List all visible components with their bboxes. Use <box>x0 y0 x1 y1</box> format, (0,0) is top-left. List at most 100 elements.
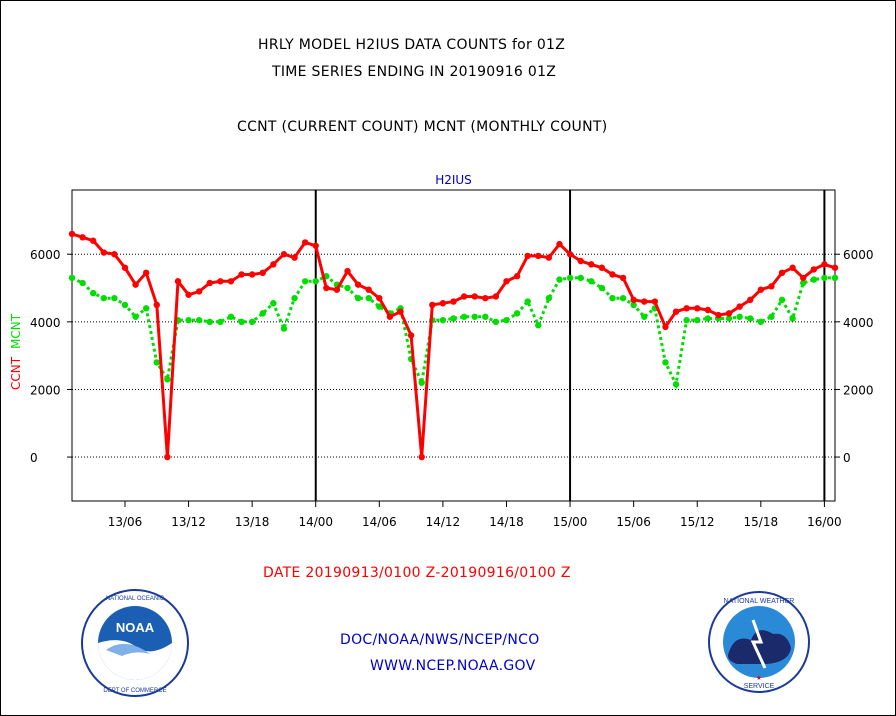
data-point-mcnt <box>111 294 118 302</box>
data-point-ccnt <box>354 281 362 288</box>
y-tick-label-left: 4000 <box>30 316 61 330</box>
plot-area-border <box>71 189 836 502</box>
data-point-ccnt <box>238 271 245 278</box>
data-point-mcnt <box>68 274 76 282</box>
data-point-ccnt <box>153 301 160 309</box>
data-point-ccnt <box>789 264 796 271</box>
data-point-mcnt <box>291 294 298 302</box>
data-point-mcnt <box>725 315 733 322</box>
x-tick-label: 14/06 <box>362 515 397 529</box>
data-point-mcnt <box>630 301 637 309</box>
title-line-2: TIME SERIES ENDING IN 20190916 01Z <box>272 64 557 80</box>
data-point-ccnt <box>535 252 542 260</box>
data-point-mcnt <box>121 301 129 309</box>
data-point-mcnt <box>217 318 224 326</box>
data-point-ccnt <box>683 305 690 312</box>
data-point-ccnt <box>545 254 553 261</box>
data-point-mcnt <box>800 279 807 287</box>
data-point-mcnt <box>524 298 531 305</box>
data-point-mcnt <box>588 278 595 285</box>
data-point-mcnt <box>662 359 669 366</box>
data-point-ccnt <box>174 278 182 285</box>
data-point-ccnt <box>768 283 775 290</box>
data-point-mcnt <box>789 315 796 322</box>
data-point-ccnt <box>312 242 319 249</box>
data-point-mcnt <box>535 322 542 329</box>
svg-text:NATIONAL OCEANIC: NATIONAL OCEANIC <box>106 596 165 602</box>
x-tick-label: 15/06 <box>616 515 651 529</box>
data-point-ccnt <box>694 305 701 312</box>
data-point-mcnt <box>768 313 775 320</box>
data-point-ccnt <box>725 310 733 317</box>
data-point-mcnt <box>598 284 606 292</box>
svg-text:NATIONAL WEATHER: NATIONAL WEATHER <box>724 598 795 605</box>
y-tick-label-left: 6000 <box>30 248 61 262</box>
data-point-ccnt <box>450 298 457 305</box>
data-point-ccnt <box>386 313 394 320</box>
data-point-ccnt <box>747 296 754 304</box>
data-point-mcnt <box>185 316 192 324</box>
data-point-mcnt <box>577 274 584 282</box>
chart-title: H2IUS <box>435 173 472 187</box>
data-point-ccnt <box>227 278 235 285</box>
data-point-mcnt <box>270 300 277 307</box>
data-point-mcnt <box>747 315 754 322</box>
x-tick-label: 16/00 <box>807 515 842 529</box>
data-point-ccnt <box>715 311 722 319</box>
data-point-mcnt <box>810 276 818 283</box>
data-point-ccnt <box>831 264 839 271</box>
data-point-ccnt <box>333 286 341 293</box>
data-point-ccnt <box>185 291 192 298</box>
data-point-mcnt <box>259 310 266 317</box>
data-point-ccnt <box>641 298 648 305</box>
data-point-mcnt <box>736 313 743 320</box>
data-point-ccnt <box>662 323 669 331</box>
data-point-mcnt <box>513 310 521 317</box>
data-point-ccnt <box>248 271 256 278</box>
y-tick-label-left: 0 <box>30 451 38 465</box>
data-point-ccnt <box>164 453 171 461</box>
data-point-mcnt <box>132 313 139 320</box>
data-point-ccnt <box>588 261 595 268</box>
data-point-ccnt <box>810 266 818 273</box>
data-point-mcnt <box>503 316 510 324</box>
data-point-mcnt <box>79 279 86 287</box>
data-point-ccnt <box>280 251 288 258</box>
data-point-mcnt <box>280 325 288 332</box>
data-point-ccnt <box>217 278 224 285</box>
data-point-mcnt <box>609 294 616 302</box>
data-point-mcnt <box>248 318 256 326</box>
data-point-ccnt <box>301 239 309 246</box>
y-tick-label-right: 0 <box>843 451 851 465</box>
nws-logo: NATIONAL WEATHER SERVICE ★ <box>708 591 810 693</box>
data-point-ccnt <box>132 281 139 288</box>
data-point-ccnt <box>397 308 404 315</box>
data-point-ccnt <box>418 453 425 461</box>
data-point-mcnt <box>556 276 563 283</box>
data-point-mcnt <box>206 318 213 326</box>
data-point-ccnt <box>524 252 531 260</box>
y-axis-label-ccnt: CCNT <box>9 356 23 390</box>
data-point-ccnt <box>577 257 584 265</box>
data-point-ccnt <box>736 303 743 310</box>
data-point-mcnt <box>376 303 383 310</box>
data-point-ccnt <box>619 274 627 282</box>
x-tick-label: 14/18 <box>489 515 524 529</box>
data-point-ccnt <box>778 269 786 277</box>
data-point-mcnt <box>100 294 107 302</box>
x-tick-label: 15/12 <box>680 515 715 529</box>
data-point-ccnt <box>195 288 203 295</box>
data-point-ccnt <box>439 300 447 307</box>
data-point-ccnt <box>757 286 765 293</box>
data-point-ccnt <box>259 269 266 277</box>
data-point-mcnt <box>482 313 489 320</box>
data-point-ccnt <box>270 261 277 268</box>
y-axis-label: CCNT MCNT <box>9 313 23 390</box>
data-point-mcnt <box>354 294 362 302</box>
svg-text:DEPT OF COMMERCE: DEPT OF COMMERCE <box>103 688 166 694</box>
data-point-mcnt <box>566 274 574 282</box>
y-tick-label-left: 2000 <box>30 383 61 397</box>
data-point-mcnt <box>545 294 553 302</box>
data-point-ccnt <box>460 293 468 300</box>
data-point-mcnt <box>683 316 690 324</box>
